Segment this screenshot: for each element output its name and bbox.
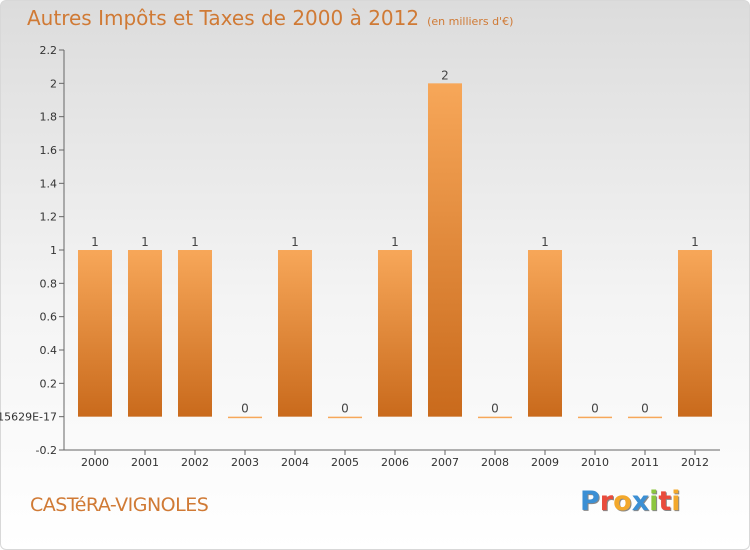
- chart-title-text: Autres Impôts et Taxes de 2000 à 2012: [27, 6, 420, 30]
- y-tick-label: 2.2: [40, 44, 58, 57]
- chart-title-unit: (en milliers d'€): [427, 15, 514, 28]
- x-tick-label: 2006: [381, 456, 409, 469]
- x-tick-label: 2010: [581, 456, 609, 469]
- bar: [228, 416, 262, 419]
- labels: 1 1 1 0 1 0 1 2 0 1 0 0 1: [91, 68, 699, 415]
- commune-name: CASTéRA-VIGNOLES: [30, 494, 209, 516]
- y-tick-label: 1.6: [40, 144, 58, 157]
- proxiti-logo[interactable]: Proxiti: [580, 486, 681, 517]
- x-tick-label: 2001: [131, 456, 159, 469]
- data-label: 1: [291, 235, 299, 249]
- logo-letter: i: [671, 486, 681, 517]
- x-tick-label: 2002: [181, 456, 209, 469]
- data-label: 1: [91, 235, 99, 249]
- x-tick-label: 2003: [231, 456, 259, 469]
- bar: [428, 83, 462, 417]
- bar: [628, 416, 662, 419]
- y-tick-label: 1.8: [40, 111, 58, 124]
- data-label: 1: [391, 235, 399, 249]
- logo-letter: t: [658, 486, 672, 517]
- bar: [578, 416, 612, 419]
- data-label: 0: [341, 402, 349, 416]
- y-tick-label: 1: [50, 244, 57, 257]
- data-label: 1: [191, 235, 199, 249]
- data-label: 2: [441, 68, 449, 82]
- y-tick-label: 0.4: [40, 344, 58, 357]
- bar: [678, 250, 712, 417]
- logo-letter: r: [599, 486, 614, 517]
- data-label: 0: [641, 402, 649, 416]
- x-tick-label: 2000: [81, 456, 109, 469]
- bar: [528, 250, 562, 417]
- x-tick-label: 2011: [631, 456, 659, 469]
- data-label: 1: [691, 235, 699, 249]
- bar: [278, 250, 312, 417]
- bar: [378, 250, 412, 417]
- logo-letter: o: [613, 486, 632, 517]
- bar: [78, 250, 112, 417]
- data-label: 0: [591, 402, 599, 416]
- x-tick-label: 2004: [281, 456, 309, 469]
- x-tick-label: 2007: [431, 456, 459, 469]
- logo-letter: P: [580, 486, 600, 517]
- y-tick-label: 1.4: [40, 177, 58, 190]
- data-label: 1: [141, 235, 149, 249]
- y-tick-label: -1.15629E-17: [0, 411, 57, 424]
- logo-letter: x: [631, 486, 650, 517]
- y-tick-label: -0.2: [36, 444, 57, 457]
- data-label: 1: [541, 235, 549, 249]
- bar: [328, 416, 362, 419]
- logo-letter: i: [649, 486, 659, 517]
- x-tick-label: 2009: [531, 456, 559, 469]
- data-label: 0: [241, 402, 249, 416]
- bar: [178, 250, 212, 417]
- bar: [478, 416, 512, 419]
- y-tick-label: 0.8: [40, 277, 58, 290]
- y-tick-label: 0.2: [40, 377, 58, 390]
- y-tick-label: 1.2: [40, 211, 58, 224]
- y-tick-label: 0.6: [40, 311, 58, 324]
- bars: [78, 83, 712, 419]
- data-label: 0: [491, 402, 499, 416]
- x-tick-label: 2012: [681, 456, 709, 469]
- axes: -0.2 -1.15629E-17 0.2 0.4 0.6 0.8 1 1.2 1.4 1.6 1.…: [0, 44, 720, 469]
- y-tick-label: 2: [50, 77, 57, 90]
- x-tick-label: 2008: [481, 456, 509, 469]
- bar: [128, 250, 162, 417]
- x-tick-label: 2005: [331, 456, 359, 469]
- chart-title: Autres Impôts et Taxes de 2000 à 2012 (en…: [27, 6, 513, 30]
